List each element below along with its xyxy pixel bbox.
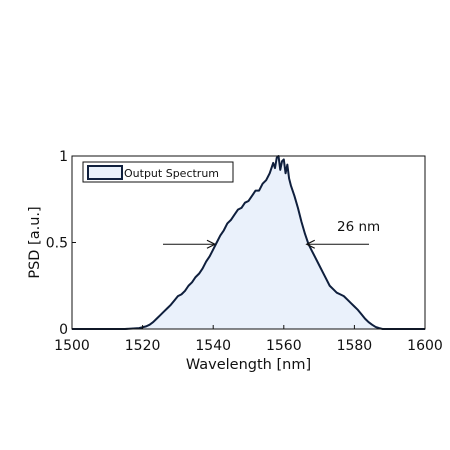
x-tick-label: 1560: [266, 338, 302, 354]
x-tick-label: 1500: [54, 338, 90, 354]
series-line: [72, 155, 425, 330]
y-axis: 00.51: [46, 149, 76, 338]
annotation-label: 26 nm: [337, 219, 380, 235]
legend-label: Output Spectrum: [124, 167, 219, 180]
legend: Output Spectrum: [82, 161, 234, 183]
x-axis-title: Wavelength [nm]: [186, 357, 311, 373]
y-tick-label: 0.5: [46, 236, 68, 252]
legend-swatch: [87, 165, 123, 180]
plot-marks: [72, 155, 425, 330]
series-area: [72, 156, 425, 329]
x-tick-label: 1540: [195, 338, 231, 354]
arrow-right-head: [305, 239, 316, 249]
arrow-left-head: [206, 239, 217, 249]
annotation: 26 nm: [163, 219, 380, 249]
y-tick-label: 1: [59, 149, 68, 165]
x-tick-label: 1520: [125, 338, 161, 354]
y-tick-label: 0: [59, 322, 68, 338]
x-tick-label: 1580: [337, 338, 373, 354]
x-axis: 1500 1520 1540 1560 1580 1600: [54, 325, 443, 354]
x-tick-label: 1600: [407, 338, 443, 354]
y-axis-title: PSD [a.u.]: [27, 206, 43, 278]
